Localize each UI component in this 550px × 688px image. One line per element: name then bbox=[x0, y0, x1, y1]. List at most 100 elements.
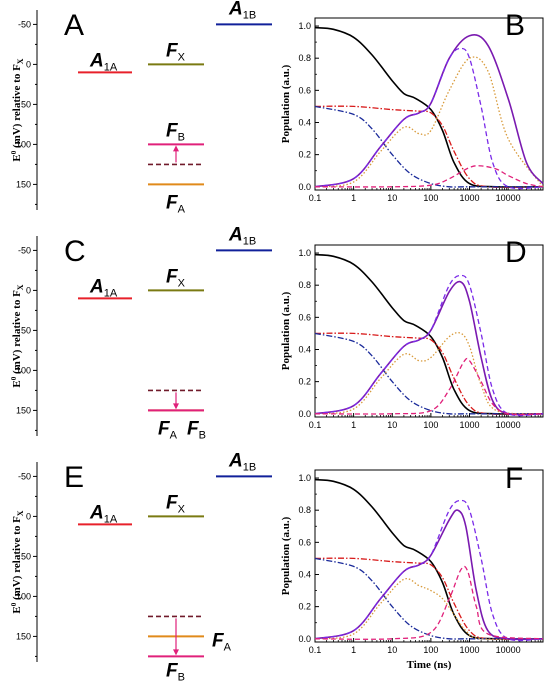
energy-tick-label: 50 bbox=[21, 551, 31, 561]
level-label-A1A: A1A bbox=[89, 276, 118, 299]
series-line-blue_dashdot bbox=[314, 105, 543, 188]
y-tick-label: 0.2 bbox=[298, 150, 311, 160]
series-line-pink_dash bbox=[314, 565, 544, 640]
x-tick-label: 0.1 bbox=[309, 420, 322, 430]
energy-tick-label: -50 bbox=[18, 245, 31, 255]
panel-letter-D: D bbox=[505, 236, 527, 269]
panel-letter-F: F bbox=[505, 462, 523, 495]
energy-tick-label: 50 bbox=[21, 325, 31, 335]
x-tick-label: 1 bbox=[351, 193, 356, 203]
y-tick-label: 0.0 bbox=[298, 634, 311, 644]
energy-tick-label: 100 bbox=[16, 591, 31, 601]
series-line-orange_dot bbox=[314, 56, 544, 188]
series-line-red_dashdot bbox=[314, 332, 544, 416]
x-tick-label: 10 bbox=[387, 193, 397, 203]
series-line-purple_dash bbox=[314, 274, 544, 417]
energy-tick-label: 100 bbox=[16, 365, 31, 375]
level-label-FX: FX bbox=[166, 492, 186, 515]
transfer-arrow-head bbox=[173, 649, 179, 656]
panel-letter-C: C bbox=[64, 235, 86, 268]
energy-axis-label: E0 (mV) relative to FX bbox=[10, 284, 25, 387]
y-tick-label: 0.4 bbox=[298, 569, 311, 579]
transfer-arrow-head bbox=[173, 145, 179, 152]
y-tick-label: 1.0 bbox=[298, 248, 311, 258]
chart-B: 0.1 1 10 100 1000 10000 0.0 0.2 0.4 0.6 0.8 1.0 Popu… bbox=[280, 17, 544, 203]
y-tick-label: 0.8 bbox=[298, 53, 311, 63]
x-tick-label: 100 bbox=[423, 193, 438, 203]
y-axis-label: Population (a.u.) bbox=[280, 516, 292, 595]
energy-tick-label: 50 bbox=[21, 99, 31, 109]
series-line-pink_dash bbox=[314, 357, 544, 416]
series-line-purple_dash bbox=[314, 47, 544, 190]
energy-axis-label: E0 (mV) relative to FX bbox=[10, 58, 25, 161]
energy-tick-label: 150 bbox=[16, 179, 31, 189]
energy-tick-label: 0 bbox=[26, 59, 31, 69]
level-label-FA: FA bbox=[166, 192, 186, 215]
level-label-FB: FB bbox=[166, 120, 185, 143]
series-line-red_dashdot bbox=[314, 105, 544, 189]
x-tick-label: 10 bbox=[387, 420, 397, 430]
transfer-arrow-head bbox=[173, 403, 179, 410]
x-tick-label: 100 bbox=[423, 420, 438, 430]
plot-frame bbox=[314, 244, 544, 418]
y-tick-label: 0.4 bbox=[298, 344, 311, 354]
energy-tick-label: -50 bbox=[18, 471, 31, 481]
x-tick-label: 10000 bbox=[496, 420, 521, 430]
x-tick-label: 0.1 bbox=[309, 645, 322, 655]
series-line-purple bbox=[314, 280, 544, 416]
x-tick-label: 10000 bbox=[496, 193, 521, 203]
level-label-FB: FB bbox=[187, 418, 206, 441]
level-label-A1B: A1B bbox=[228, 450, 256, 473]
energy-tick-label: 0 bbox=[26, 285, 31, 295]
level-label-A1B: A1B bbox=[228, 0, 256, 21]
x-tick-label: 1000 bbox=[459, 420, 479, 430]
x-axis-label: Time (ns) bbox=[407, 659, 452, 671]
series-line-purple_dash bbox=[314, 499, 544, 642]
level-label-FX: FX bbox=[166, 40, 186, 63]
level-label-FA: FA bbox=[158, 418, 178, 441]
panel-letter-B: B bbox=[505, 9, 525, 42]
x-tick-label: 0.1 bbox=[309, 193, 322, 203]
y-tick-label: 0.8 bbox=[298, 505, 311, 515]
series-line-blue_dashdot bbox=[314, 332, 543, 415]
series-line-blue_dashdot bbox=[314, 557, 543, 640]
level-label-FB: FB bbox=[166, 660, 185, 683]
level-label-FA: FA bbox=[212, 630, 232, 653]
plot-frame bbox=[314, 17, 544, 191]
y-tick-label: 1.0 bbox=[298, 21, 311, 31]
energy-tick-label: 100 bbox=[16, 139, 31, 149]
population-charts: 0.1 1 10 100 1000 10000 0.0 0.2 0.4 0.6 0.8 1.0 Popu… bbox=[280, 17, 544, 671]
x-tick-label: 10 bbox=[387, 645, 397, 655]
y-tick-label: 0.2 bbox=[298, 377, 311, 387]
level-label-A1B: A1B bbox=[228, 224, 256, 247]
series-line-purple bbox=[314, 34, 544, 188]
x-tick-label: 1 bbox=[351, 420, 356, 430]
series-line-purple bbox=[314, 509, 544, 641]
plot-frame bbox=[314, 469, 544, 643]
y-tick-label: 0.6 bbox=[298, 312, 311, 322]
y-tick-label: 1.0 bbox=[298, 473, 311, 483]
chart-F: 0.1 1 10 100 1000 10000 0.0 0.2 0.4 0.6 0.8 1.0 Popu… bbox=[280, 469, 544, 671]
panel-letter-A: A bbox=[64, 9, 84, 42]
y-tick-label: 0.2 bbox=[298, 602, 311, 612]
series-line-orange_dot bbox=[314, 332, 544, 415]
y-tick-label: 0.0 bbox=[298, 409, 311, 419]
y-axis-label: Population (a.u.) bbox=[280, 291, 292, 370]
x-tick-label: 1 bbox=[351, 645, 356, 655]
level-label-A1A: A1A bbox=[89, 50, 118, 73]
x-tick-label: 1000 bbox=[459, 645, 479, 655]
x-tick-label: 100 bbox=[423, 645, 438, 655]
x-tick-label: 1000 bbox=[459, 193, 479, 203]
y-axis-label: Population (a.u.) bbox=[280, 64, 292, 143]
energy-tick-label: 0 bbox=[26, 511, 31, 521]
energy-tick-label: -50 bbox=[18, 19, 31, 29]
series-line-red_dashdot bbox=[314, 557, 544, 641]
panel-letter-E: E bbox=[64, 461, 84, 494]
energy-axis-label: E0 (mV) relative to FX bbox=[10, 510, 25, 613]
series-line-pink_dash bbox=[314, 165, 544, 188]
